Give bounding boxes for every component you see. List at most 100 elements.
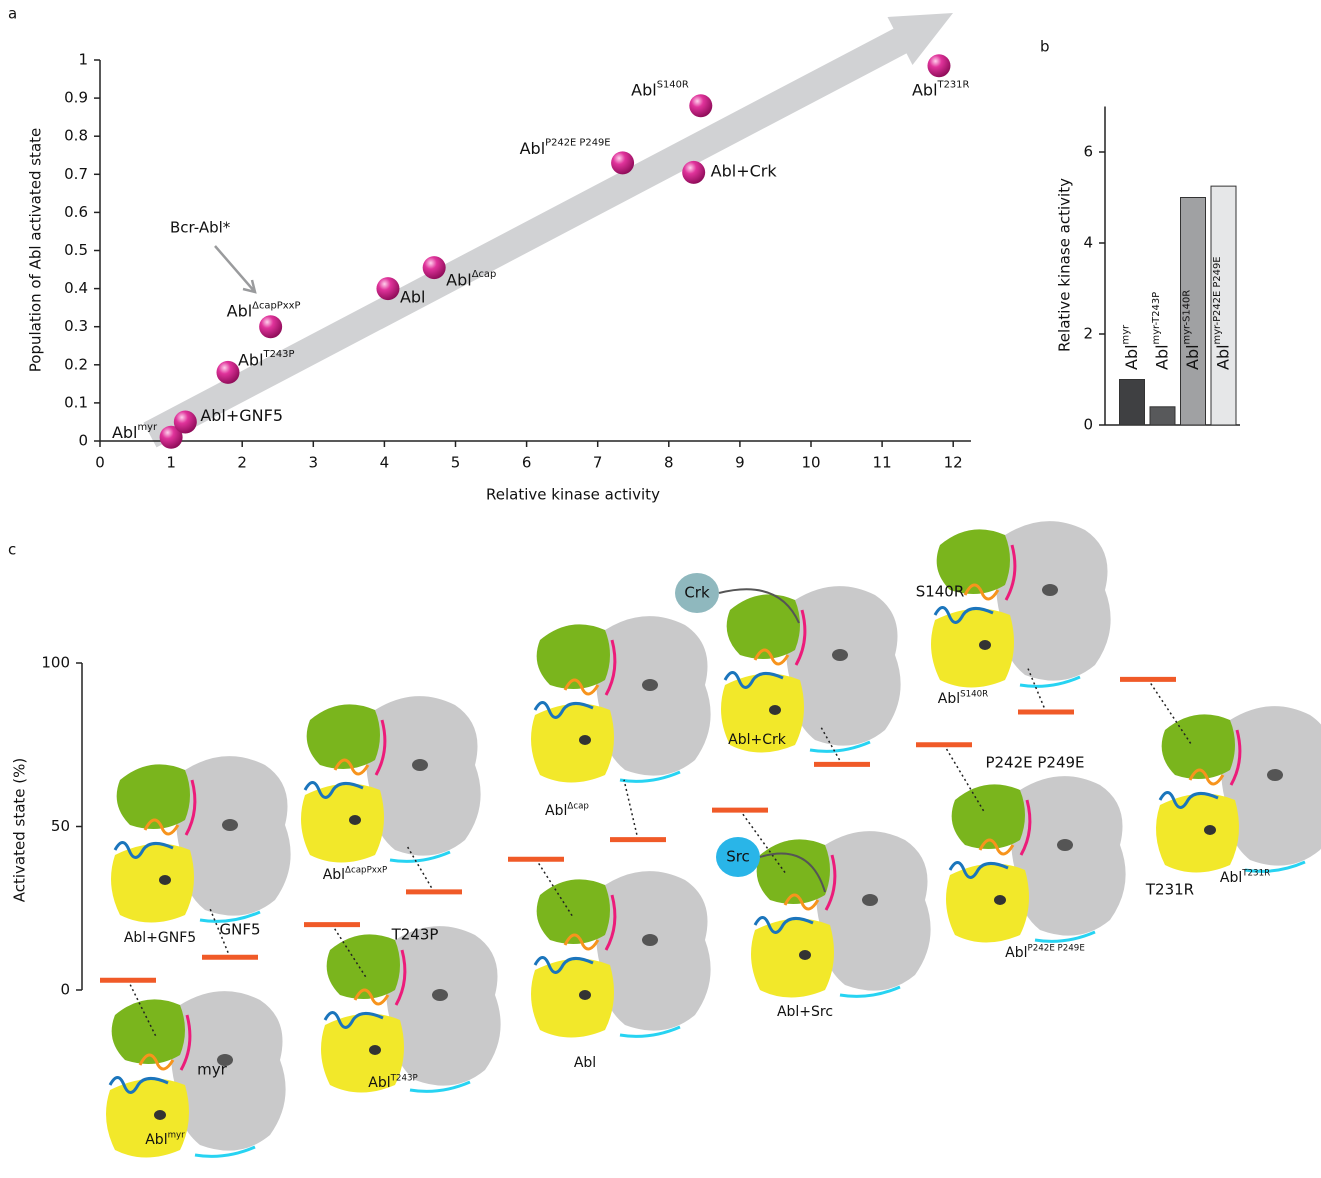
panel-label: c bbox=[8, 541, 16, 559]
label-name: Abl bbox=[1183, 344, 1202, 370]
point bbox=[423, 256, 446, 279]
protein-structure bbox=[721, 586, 901, 752]
label-sup: T231R bbox=[937, 79, 970, 90]
pocket bbox=[642, 934, 658, 946]
label: AblS140R bbox=[938, 689, 988, 707]
label-name: Abl bbox=[400, 287, 426, 306]
label-name: Abl+Src bbox=[777, 1004, 833, 1020]
label-sup: ΔcapPxxP bbox=[252, 300, 300, 311]
label: Abl+GNF5 bbox=[200, 405, 283, 424]
annotation: S140R bbox=[916, 583, 965, 601]
y-tick-label: 0.4 bbox=[64, 279, 88, 297]
annotation: T231R bbox=[1145, 881, 1194, 899]
y-tick-label: 0.5 bbox=[64, 241, 88, 259]
x-tick-label: 5 bbox=[451, 454, 461, 472]
annotation: T243P bbox=[391, 926, 439, 944]
y-tick-label: 0.2 bbox=[64, 355, 88, 373]
label: Ablmyr bbox=[112, 422, 158, 442]
label-name: Abl bbox=[912, 80, 938, 99]
pocket bbox=[579, 990, 591, 1000]
annotation: Crk bbox=[684, 584, 710, 602]
label-sup: Δcap bbox=[567, 801, 589, 811]
pocket bbox=[349, 815, 361, 825]
pocket bbox=[769, 705, 781, 715]
sh2-domain bbox=[111, 844, 194, 923]
y-tick-label: 0 bbox=[60, 981, 70, 999]
pocket bbox=[154, 1110, 166, 1120]
label-name: Abl+GNF5 bbox=[124, 930, 196, 946]
label-sup: ΔcapPxxP bbox=[345, 865, 387, 875]
y-tick-label: 1 bbox=[78, 51, 88, 69]
label-name: Abl bbox=[574, 1055, 596, 1071]
point bbox=[689, 94, 712, 117]
label-name: Abl bbox=[631, 80, 657, 99]
label: AblΔcapPxxP bbox=[323, 865, 388, 883]
pocket bbox=[579, 735, 591, 745]
x-tick-label: 4 bbox=[380, 454, 390, 472]
point bbox=[682, 161, 705, 184]
label-sup: myr bbox=[168, 1130, 186, 1140]
panel-label: b bbox=[1040, 38, 1050, 56]
annotation-arrow bbox=[215, 246, 255, 292]
bar bbox=[1120, 380, 1145, 426]
y-tick-label: 0 bbox=[1083, 416, 1093, 434]
y-tick-label: 0.9 bbox=[64, 89, 88, 107]
x-tick-label: 1 bbox=[166, 454, 176, 472]
pocket bbox=[412, 759, 428, 771]
bar bbox=[1150, 407, 1175, 425]
label-sup: myr-P242E P249E bbox=[1212, 256, 1223, 344]
y-axis-title: Activated state (%) bbox=[11, 758, 29, 903]
y-tick-label: 50 bbox=[51, 817, 70, 835]
y-axis-title: Relative kinase activity bbox=[1056, 178, 1074, 352]
label-name: Abl+GNF5 bbox=[200, 405, 283, 424]
pocket bbox=[1204, 825, 1216, 835]
point bbox=[216, 361, 239, 384]
label: AblP242E P249E bbox=[1005, 943, 1085, 961]
label-name: Abl bbox=[368, 1075, 390, 1091]
point bbox=[611, 151, 634, 174]
label-name: Abl bbox=[520, 138, 546, 157]
label: AblΔcap bbox=[446, 269, 496, 289]
annotation: Src bbox=[726, 848, 750, 866]
protein-structure bbox=[106, 991, 286, 1157]
protein-structure bbox=[946, 776, 1126, 942]
x-tick-label: 7 bbox=[593, 454, 603, 472]
point bbox=[927, 54, 950, 77]
label-sup: myr-T243P bbox=[1151, 292, 1162, 345]
x-tick-label: 12 bbox=[944, 454, 963, 472]
label-name: Abl bbox=[227, 301, 253, 320]
label-sup: myr bbox=[1121, 324, 1132, 345]
point bbox=[259, 315, 282, 338]
pocket bbox=[1267, 769, 1283, 781]
annotation: Bcr-Abl* bbox=[170, 219, 231, 237]
label: Abl+Crk bbox=[711, 161, 778, 180]
label-name: Abl bbox=[238, 350, 264, 369]
label: AblS140R bbox=[631, 79, 689, 99]
label-name: Abl bbox=[938, 691, 960, 707]
sh2-domain bbox=[301, 784, 384, 863]
label-name: Abl+Crk bbox=[711, 161, 778, 180]
pocket bbox=[369, 1045, 381, 1055]
x-tick-label: 9 bbox=[735, 454, 745, 472]
y-tick-label: 0.6 bbox=[64, 203, 88, 221]
label-sup: T243P bbox=[263, 349, 295, 360]
pocket bbox=[159, 875, 171, 885]
label: AblΔcap bbox=[545, 801, 589, 819]
label-name: Abl bbox=[446, 270, 472, 289]
label: AblΔcapPxxP bbox=[227, 300, 301, 320]
label-name: Abl bbox=[545, 803, 567, 819]
x-tick-label: 6 bbox=[522, 454, 532, 472]
sh2-domain bbox=[1156, 794, 1239, 873]
pocket bbox=[799, 950, 811, 960]
label-name: Abl bbox=[145, 1132, 167, 1148]
point bbox=[376, 277, 399, 300]
label-sup: myr-S140R bbox=[1182, 290, 1193, 345]
label: Abl bbox=[400, 287, 426, 306]
label-sup: myr bbox=[138, 422, 159, 433]
protein-structure bbox=[751, 831, 931, 997]
label-name: Abl bbox=[112, 423, 138, 442]
annotation: myr bbox=[197, 1061, 227, 1079]
label-name: Abl bbox=[1005, 945, 1027, 961]
label: AblT231R bbox=[912, 79, 970, 99]
sh2-domain bbox=[531, 704, 614, 783]
